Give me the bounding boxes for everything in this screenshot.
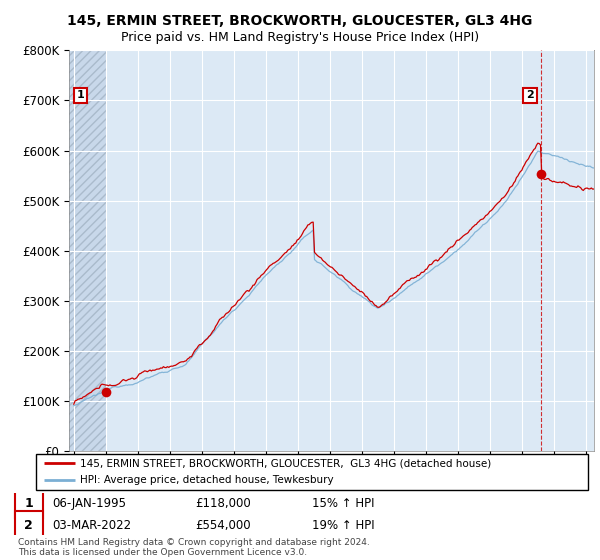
Text: 1: 1 [76,91,84,100]
Text: Price paid vs. HM Land Registry's House Price Index (HPI): Price paid vs. HM Land Registry's House … [121,31,479,44]
Text: 145, ERMIN STREET, BROCKWORTH, GLOUCESTER, GL3 4HG: 145, ERMIN STREET, BROCKWORTH, GLOUCESTE… [67,14,533,28]
Text: 1: 1 [25,497,33,510]
Text: £118,000: £118,000 [195,497,251,510]
Text: £554,000: £554,000 [195,519,251,532]
FancyBboxPatch shape [36,454,588,490]
FancyBboxPatch shape [15,511,43,540]
Bar [69,50,106,451]
Text: 19% ↑ HPI: 19% ↑ HPI [311,519,374,532]
Text: 06-JAN-1995: 06-JAN-1995 [53,497,127,510]
Text: 15% ↑ HPI: 15% ↑ HPI [311,497,374,510]
Text: 03-MAR-2022: 03-MAR-2022 [53,519,132,532]
Text: 2: 2 [25,519,33,532]
Text: HPI: Average price, detached house, Tewkesbury: HPI: Average price, detached house, Tewk… [80,475,334,485]
Text: Contains HM Land Registry data © Crown copyright and database right 2024.
This d: Contains HM Land Registry data © Crown c… [18,538,370,557]
Text: 145, ERMIN STREET, BROCKWORTH, GLOUCESTER,  GL3 4HG (detached house): 145, ERMIN STREET, BROCKWORTH, GLOUCESTE… [80,459,491,468]
Text: 2: 2 [526,91,534,100]
FancyBboxPatch shape [15,488,43,518]
